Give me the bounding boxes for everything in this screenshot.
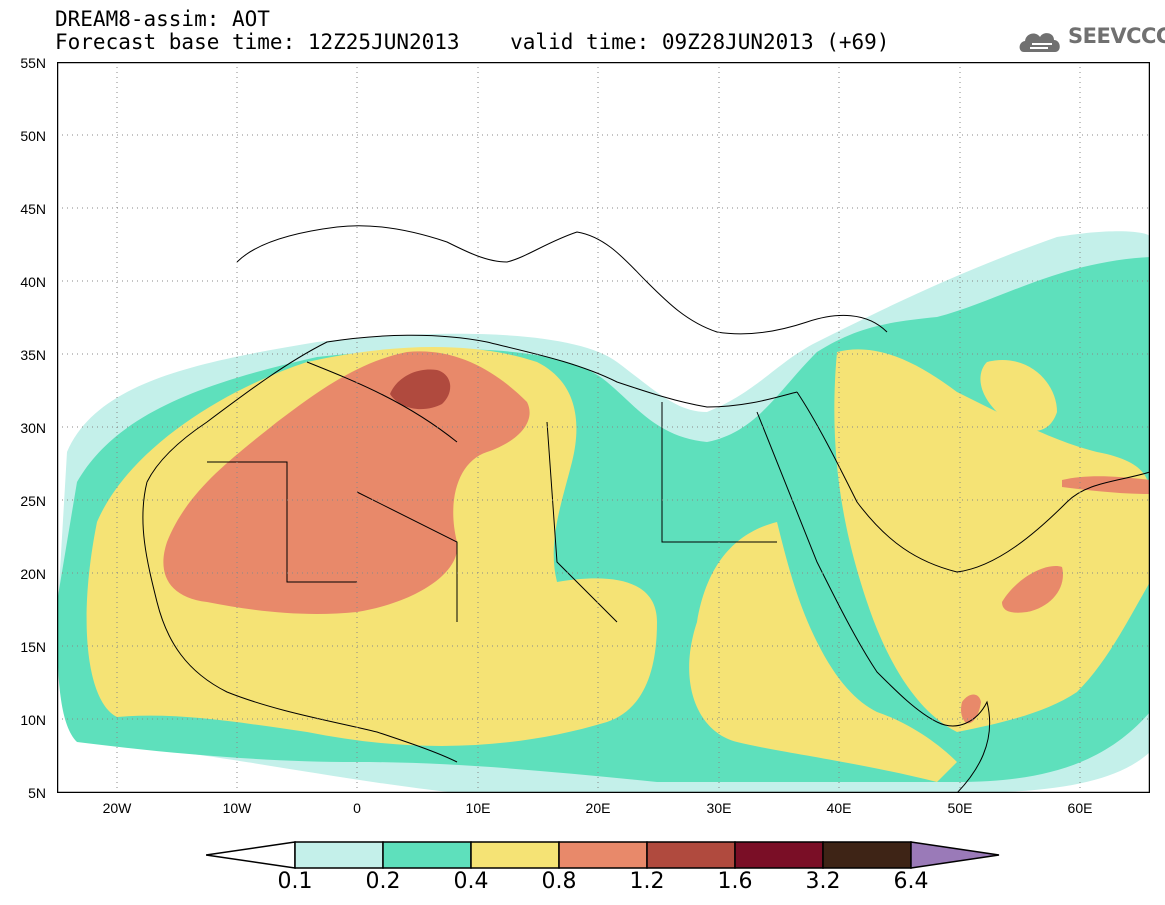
coastline-europe (236, 225, 888, 335)
coastline-red-sea (756, 411, 938, 723)
aot-map[interactable] (57, 62, 1150, 793)
lat-label-20n: 20N (20, 566, 46, 582)
colorbar-label-4: 1.2 (629, 869, 665, 894)
cloud-icon (1019, 33, 1060, 52)
lat-label-30n: 30N (20, 420, 46, 436)
forecast-time-line: Forecast base time: 12Z25JUN2013 valid t… (55, 30, 890, 54)
colorbar-label-0: 0.1 (277, 869, 313, 894)
colorbar-swatch-4 (646, 841, 736, 869)
lat-label-5n: 5N (28, 785, 46, 801)
lon-label-40e: 40E (826, 800, 852, 816)
map-title: DREAM8-assim: AOT (55, 7, 270, 31)
colorbar-swatch-5 (734, 841, 824, 869)
lat-label-25n: 25N (20, 493, 46, 509)
colorbar (206, 841, 1000, 869)
lat-label-15n: 15N (20, 639, 46, 655)
seevccc-logo: SEEVCCC (1068, 24, 1165, 48)
lat-label-10n: 10N (20, 712, 46, 728)
lon-label-20e: 20E (585, 800, 611, 816)
aot-band-0.4-arabia (834, 349, 1150, 732)
aot-band-0.4-caspian (980, 360, 1057, 431)
border-2 (356, 491, 458, 622)
aot-band-0.4-east (689, 522, 957, 782)
lon-label-30e: 30E (706, 800, 732, 816)
colorbar-label-5: 1.6 (717, 869, 753, 894)
lat-label-50n: 50N (20, 128, 46, 144)
aot-band-0.8 (163, 351, 530, 614)
colorbar-label-3: 0.8 (541, 869, 577, 894)
colorbar-swatch-1 (382, 841, 472, 869)
colorbar-swatch-0 (294, 841, 384, 869)
lon-label-60e: 60E (1067, 800, 1093, 816)
aot-band-0.8-gulf (1062, 476, 1150, 494)
lat-label-45n: 45N (20, 201, 46, 217)
colorbar-label-1: 0.2 (365, 869, 401, 894)
colorbar-high-arrow (910, 841, 1000, 869)
lon-label-20w: 20W (102, 800, 132, 816)
lat-label-55n: 55N (20, 55, 46, 71)
colorbar-label-2: 0.4 (453, 869, 489, 894)
lon-label-50e: 50E (947, 800, 973, 816)
lat-label-35n: 35N (20, 347, 46, 363)
border-3 (546, 421, 618, 623)
colorbar-swatch-6 (822, 841, 912, 869)
lon-label-10w: 10W (222, 800, 252, 816)
colorbar-label-7: 6.4 (893, 869, 929, 894)
colorbar-low-arrow (206, 841, 296, 869)
colorbar-swatch-2 (470, 841, 560, 869)
coastline-somalia (936, 700, 991, 793)
colorbar-label-6: 3.2 (805, 869, 841, 894)
colorbar-swatch-3 (558, 841, 648, 869)
lon-label-10e: 10E (465, 800, 491, 816)
aot-band-1.2 (390, 369, 451, 410)
border-4 (661, 402, 777, 543)
coastline-west-africa (142, 481, 458, 763)
border-5 (306, 361, 458, 443)
lon-label-0: 0 (353, 800, 361, 816)
aot-band-0.8-oman (1002, 566, 1063, 613)
coastline-africa (146, 334, 798, 483)
lat-label-40n: 40N (20, 274, 46, 290)
border-1 (207, 461, 357, 583)
